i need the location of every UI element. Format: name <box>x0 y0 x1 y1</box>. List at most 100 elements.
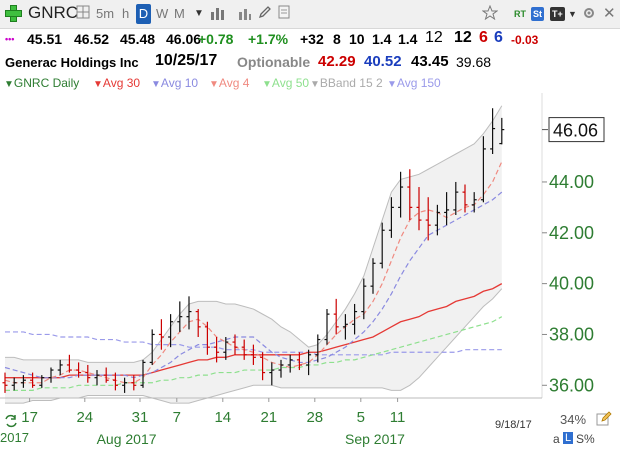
price-bar <box>103 367 109 383</box>
settings-icon[interactable] <box>582 6 596 26</box>
options-dropdown-icon[interactable]: ▼ <box>568 9 577 19</box>
price-bar <box>186 296 192 330</box>
month-label: Aug 2017 <box>97 431 157 447</box>
price-bar <box>287 354 293 373</box>
quote-n1: 42.29 <box>318 53 356 70</box>
price-bar <box>66 354 72 373</box>
add-symbol-icon[interactable] <box>5 5 22 22</box>
price-bar <box>425 197 431 241</box>
price-bar <box>342 314 348 340</box>
price-bar <box>48 367 54 383</box>
interval-dropdown-icon[interactable]: ▼ <box>194 8 204 19</box>
interval-d[interactable]: D <box>136 4 151 24</box>
quote-date: 10/25/17 <box>155 52 218 69</box>
quote-change-pct: +1.7% <box>248 31 289 47</box>
y-tick-label: 42.00 <box>549 223 594 243</box>
bband-lower <box>5 288 503 404</box>
edit-icon[interactable] <box>596 411 612 432</box>
interval-h[interactable]: h <box>122 6 130 21</box>
quote-n2: 40.52 <box>364 53 402 70</box>
chart-grid-icon[interactable] <box>76 5 90 25</box>
price-bar <box>444 192 450 226</box>
quote-change: +0.78 <box>198 31 234 47</box>
y-tick-label: 38.00 <box>549 324 594 344</box>
price-bar <box>177 301 183 332</box>
price-bar <box>168 314 174 348</box>
mode-a[interactable]: a <box>553 432 560 446</box>
bollinger-band <box>5 105 503 404</box>
refresh-icon[interactable] <box>4 414 18 433</box>
x-axis: 17 24 31 7 14 21 28 5 11 Aug 2017 Sep 2017 <box>0 397 542 447</box>
quote-dots: ••• <box>5 34 15 44</box>
x-tick-label: 5 <box>357 409 365 426</box>
last-price-label: 46.06 <box>553 121 598 141</box>
price-bar <box>361 278 367 320</box>
price-bar <box>122 377 128 393</box>
quote-v3: 10 <box>349 31 365 47</box>
bar-chart-icon[interactable] <box>238 6 252 26</box>
legend-avg4[interactable]: ▼Avg 4 <box>209 76 250 90</box>
star-icon[interactable] <box>481 4 499 25</box>
price-bar <box>434 204 440 236</box>
price-bar <box>250 344 256 365</box>
price-bar <box>388 197 394 238</box>
interval-m[interactable]: M <box>174 6 185 21</box>
mode-l[interactable]: L <box>563 432 574 444</box>
price-bar <box>471 192 477 213</box>
price-bar <box>379 222 385 269</box>
legend-avg30[interactable]: ▼Avg 30 <box>93 76 141 90</box>
symbol-input[interactable]: GNRC <box>28 3 79 22</box>
price-bar <box>11 377 17 391</box>
legend-avg10[interactable]: ▼Avg 10 <box>151 76 199 90</box>
price-bars <box>2 108 505 393</box>
zoom-level[interactable]: 34% <box>560 412 587 427</box>
quote-open: 45.51 <box>27 31 63 47</box>
last-date: 9/18/17 <box>495 419 532 431</box>
bband-fill <box>5 105 502 404</box>
legend-avg150[interactable]: ▼Avg 150 <box>387 76 441 90</box>
x-tick-label: 28 <box>306 409 323 426</box>
x-tick-label: 14 <box>214 409 231 426</box>
mode-s[interactable]: S% <box>576 432 595 446</box>
quote-v2: 8 <box>333 31 341 47</box>
legend-avg50[interactable]: ▼Avg 50 <box>262 76 310 90</box>
price-chart[interactable]: 36.00 38.00 40.00 42.00 44.00 46.06 17 24 31 7 14… <box>0 93 620 451</box>
quote-row-prices: ••• 45.51 46.52 45.48 46.06 +0.78 +1.7% … <box>0 29 620 51</box>
price-bar <box>352 303 358 335</box>
price-bar <box>149 329 155 365</box>
y-tick-label: 44.00 <box>549 172 594 192</box>
last-price-box <box>548 117 605 143</box>
interval-5m[interactable]: 5m <box>96 6 115 21</box>
rt-toggle[interactable]: RT <box>514 9 526 19</box>
quote-v5: 1.4 <box>398 31 418 47</box>
chart-legend: ▼GNRC Daily ▼Avg 30 ▼Avg 10 ▼Avg 4 ▼Avg … <box>0 75 620 93</box>
legend-bband[interactable]: ▼BBand 15 2 <box>310 76 383 90</box>
close-icon[interactable]: ✕ <box>603 5 616 22</box>
x-tick-label: 11 <box>390 409 406 426</box>
price-bar <box>57 359 63 376</box>
price-bar <box>269 362 275 386</box>
interval-w[interactable]: W <box>156 6 169 21</box>
quote-v8: 6 <box>479 29 488 46</box>
price-bar <box>94 370 100 386</box>
legend-title[interactable]: ▼GNRC Daily <box>4 76 80 90</box>
toolbar: GNRC 5m h D W M ▼ RT St T+ ▼ ✕ <box>0 0 620 29</box>
quote-n3: 43.45 <box>411 53 449 70</box>
tt-toggle[interactable]: T+ <box>550 7 565 21</box>
x-tick-label: 31 <box>132 409 149 426</box>
quote-row-company: Generac Holdings Inc 10/25/17 Optionable… <box>0 52 620 74</box>
price-bar <box>306 349 312 376</box>
quote-v6: 12 <box>425 29 443 46</box>
price-bar <box>370 258 376 294</box>
price-bar <box>315 334 321 363</box>
bars-icon[interactable] <box>210 6 226 26</box>
x-tick-label: 21 <box>260 409 277 426</box>
price-bar <box>324 309 330 345</box>
price-bar <box>462 184 468 213</box>
st-toggle[interactable]: St <box>531 7 544 21</box>
price-bar <box>453 181 459 215</box>
pencil-icon[interactable] <box>258 5 272 25</box>
document-icon[interactable] <box>278 5 291 25</box>
quote-v7: 12 <box>454 29 472 46</box>
x-tick-label: 24 <box>76 409 93 426</box>
